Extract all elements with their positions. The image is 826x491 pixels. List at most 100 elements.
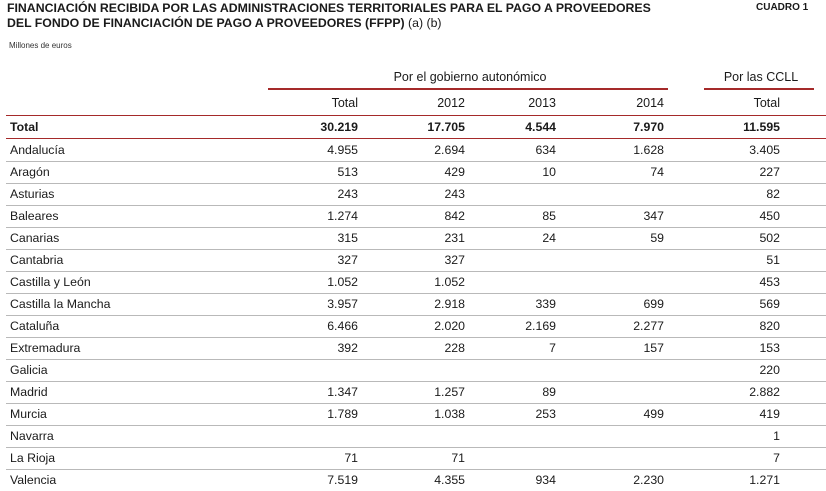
title-line-1: FINANCIACIÓN RECIBIDA POR LAS ADMINISTRA…: [7, 1, 651, 15]
cell-2012: 1.052: [434, 275, 465, 289]
cell-total: 7.519: [327, 473, 358, 487]
row-divider: [6, 337, 826, 338]
cell-2014: 1.628: [633, 143, 664, 157]
cell-2014: 499: [643, 407, 664, 421]
cell-2012: 228: [444, 341, 465, 355]
row-label: Canarias: [10, 231, 60, 245]
cell-2012: 429: [444, 165, 465, 179]
row-label: Extremadura: [10, 341, 81, 355]
table-row: Asturias 243 243 82: [0, 183, 826, 205]
row-divider: [6, 183, 826, 184]
column-header-2014: 2014: [636, 96, 664, 110]
title-line-2: DEL FONDO DE FINANCIACIÓN DE PAGO A PROV…: [7, 16, 405, 30]
cell-2014: 7.970: [633, 120, 664, 134]
row-label: Valencia: [10, 473, 57, 487]
cell-2013: 4.544: [525, 120, 556, 134]
row-label: La Rioja: [10, 451, 56, 465]
row-label: Total: [10, 120, 39, 134]
cell-2012: 2.020: [434, 319, 465, 333]
cell-ccll-total: 453: [759, 275, 780, 289]
table-title: FINANCIACIÓN RECIBIDA POR LAS ADMINISTRA…: [7, 1, 707, 31]
row-divider: [6, 425, 826, 426]
cell-total: 243: [337, 187, 358, 201]
table-row: Cataluña 6.466 2.020 2.169 2.277 820: [0, 315, 826, 337]
row-divider: [6, 271, 826, 272]
cell-ccll-total: 3.405: [749, 143, 780, 157]
cell-ccll-total: 11.595: [743, 120, 780, 134]
group-header-autonomico: Por el gobierno autonómico: [393, 70, 547, 84]
table-row: Valencia 7.519 4.355 934 2.230 1.271: [0, 469, 826, 491]
table-row: Navarra 1: [0, 425, 826, 447]
row-divider: [6, 359, 826, 360]
column-header-2012: 2012: [437, 96, 465, 110]
cell-2012: 2.918: [434, 297, 465, 311]
units-label: Millones de euros: [9, 41, 72, 50]
cell-ccll-total: 419: [759, 407, 780, 421]
cell-ccll-total: 569: [759, 297, 780, 311]
row-divider: [6, 469, 826, 470]
cell-ccll-total: 220: [759, 363, 780, 377]
cell-2014: 347: [643, 209, 664, 223]
row-label: Castilla la Mancha: [10, 297, 111, 311]
table-row: La Rioja 71 71 7: [0, 447, 826, 469]
row-label: Baleares: [10, 209, 59, 223]
cell-ccll-total: 1: [773, 429, 780, 443]
cell-2014: 2.230: [633, 473, 664, 487]
table-row: Baleares 1.274 842 85 347 450: [0, 205, 826, 227]
cell-2014: 74: [650, 165, 664, 179]
table-row: Castilla la Mancha 3.957 2.918 339 699 569: [0, 293, 826, 315]
cell-2014: 699: [643, 297, 664, 311]
cell-ccll-total: 2.882: [749, 385, 780, 399]
cell-2014: 59: [650, 231, 664, 245]
table-row: Andalucía 4.955 2.694 634 1.628 3.405: [0, 139, 826, 161]
row-divider: [6, 381, 826, 382]
table-row: Aragón 513 429 10 74 227: [0, 161, 826, 183]
table-row: Cantabria 327 327 51: [0, 249, 826, 271]
row-divider: [6, 205, 826, 206]
cell-2012: 1.038: [434, 407, 465, 421]
row-divider: [6, 293, 826, 294]
cell-total: 315: [337, 231, 358, 245]
cell-ccll-total: 7: [773, 451, 780, 465]
group-header-ccll: Por las CCLL: [723, 70, 799, 84]
cell-total: 327: [337, 253, 358, 267]
row-divider: [6, 249, 826, 250]
column-header-total: Total: [331, 96, 358, 110]
row-divider: [6, 227, 826, 228]
cell-2012: 243: [444, 187, 465, 201]
table-row: Madrid 1.347 1.257 89 2.882: [0, 381, 826, 403]
cell-total: 513: [337, 165, 358, 179]
row-divider: [6, 447, 826, 448]
cell-ccll-total: 153: [759, 341, 780, 355]
cell-total: 1.347: [327, 385, 358, 399]
row-label: Madrid: [10, 385, 48, 399]
row-label: Cataluña: [10, 319, 60, 333]
header-rule: [6, 115, 826, 116]
cell-ccll-total: 227: [759, 165, 780, 179]
cell-ccll-total: 1.271: [749, 473, 780, 487]
cell-total: 30.219: [320, 120, 358, 134]
cell-2012: 327: [444, 253, 465, 267]
cell-2013: 24: [542, 231, 556, 245]
cell-ccll-total: 820: [759, 319, 780, 333]
cell-2014: 157: [643, 341, 664, 355]
cell-2014: 2.277: [633, 319, 664, 333]
row-label: Asturias: [10, 187, 55, 201]
cell-total: 1.274: [327, 209, 358, 223]
total-row: Total 30.219 17.705 4.544 7.970 11.595: [0, 116, 826, 138]
cell-2013: 7: [549, 341, 556, 355]
cell-total: 71: [344, 451, 358, 465]
row-label: Galicia: [10, 363, 48, 377]
cell-ccll-total: 51: [766, 253, 780, 267]
cell-total: 1.789: [327, 407, 358, 421]
column-header-2013: 2013: [528, 96, 556, 110]
row-label: Castilla y León: [10, 275, 91, 289]
table-row: Murcia 1.789 1.038 253 499 419: [0, 403, 826, 425]
cell-ccll-total: 82: [766, 187, 780, 201]
title-notes: (a) (b): [408, 16, 442, 30]
row-label: Aragón: [10, 165, 50, 179]
table-row: Castilla y León 1.052 1.052 453: [0, 271, 826, 293]
table-row: Extremadura 392 228 7 157 153: [0, 337, 826, 359]
table-row: Canarias 315 231 24 59 502: [0, 227, 826, 249]
column-header-row: Total 2012 2013 2014 Total: [0, 90, 826, 115]
